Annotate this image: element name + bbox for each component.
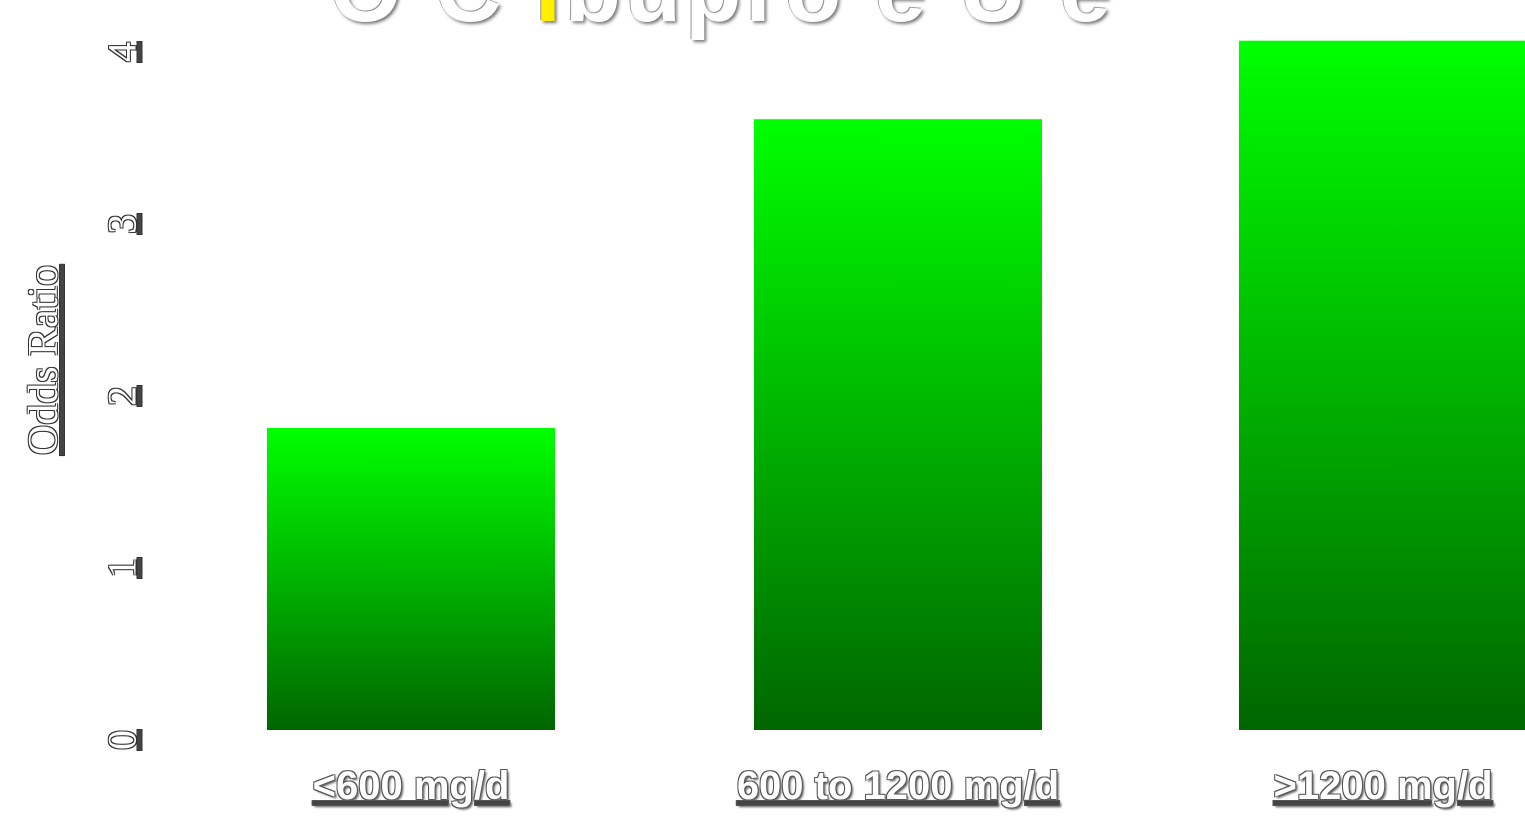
y-tick-label: 0 xyxy=(99,730,145,750)
x-tick-label: >1200 mg/d xyxy=(1273,764,1493,808)
x-tick-label: 600 to 1200 mg/d xyxy=(736,764,1060,808)
bar-0 xyxy=(267,428,555,730)
y-tick-label: 1 xyxy=(99,558,145,578)
chart-title-partial: O C Ibupro e U e xyxy=(330,0,1115,43)
x-tick-label: <600 mg/d xyxy=(312,764,510,808)
y-tick-label: 3 xyxy=(99,214,145,234)
y-tick-label: 4 xyxy=(99,42,145,62)
y-tick-label: 2 xyxy=(99,386,145,406)
bar-2 xyxy=(1239,40,1525,730)
bar-1 xyxy=(754,119,1042,730)
